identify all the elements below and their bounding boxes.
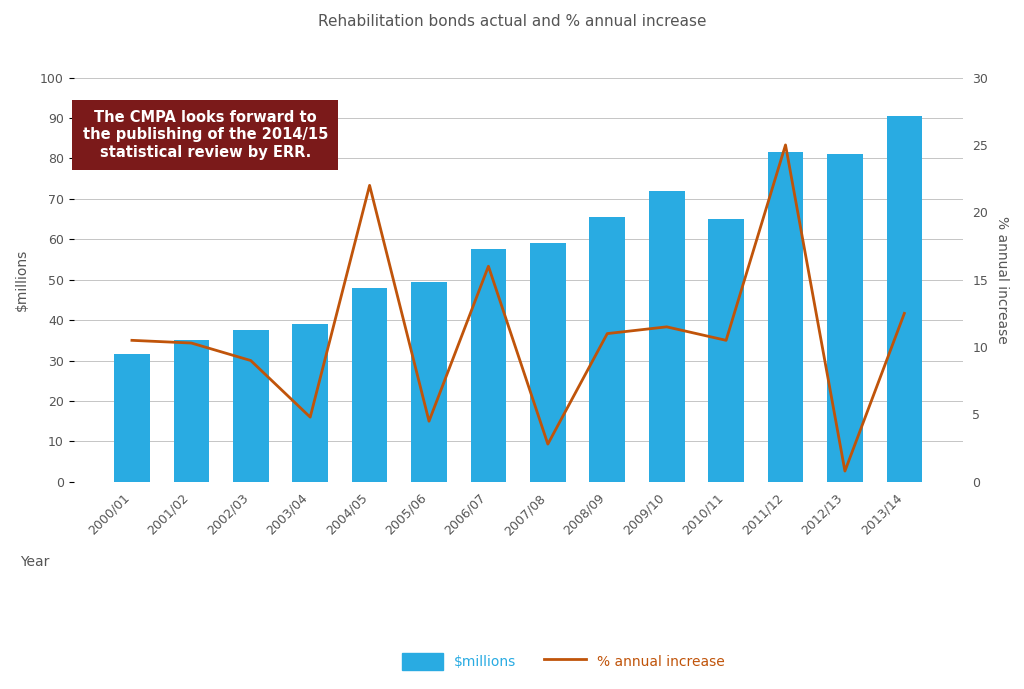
Y-axis label: % annual increase: % annual increase: [995, 216, 1009, 344]
Bar: [709, 219, 743, 482]
Text: Year: Year: [20, 555, 50, 568]
Bar: [352, 288, 387, 482]
Bar: [293, 324, 328, 482]
Text: The CMPA looks forward to
the publishing of the 2014/15
statistical review by ER: The CMPA looks forward to the publishing…: [83, 110, 328, 160]
Bar: [412, 282, 446, 482]
Bar: [887, 116, 923, 482]
Bar: [768, 152, 804, 482]
Bar: [827, 154, 863, 482]
Text: Rehabilitation bonds actual and % annual increase: Rehabilitation bonds actual and % annual…: [317, 14, 707, 29]
Bar: [649, 191, 684, 482]
Bar: [232, 330, 268, 482]
Bar: [114, 354, 150, 482]
Bar: [530, 243, 565, 482]
Bar: [590, 217, 625, 482]
Bar: [173, 340, 209, 482]
Bar: [471, 249, 506, 482]
Y-axis label: $millions: $millions: [15, 249, 29, 311]
Legend: $millions, % annual increase: $millions, % annual increase: [396, 647, 730, 675]
